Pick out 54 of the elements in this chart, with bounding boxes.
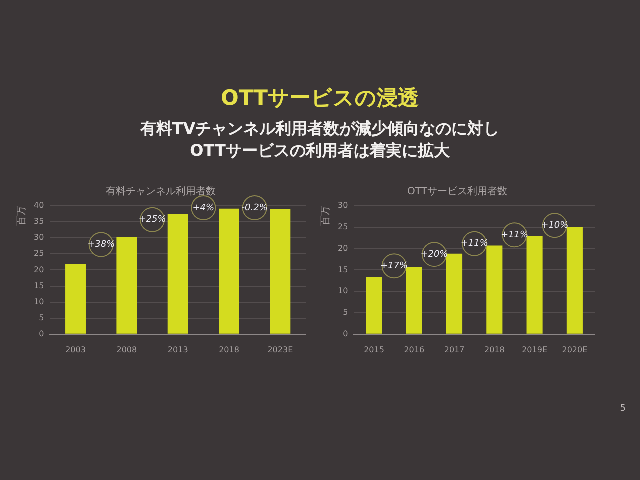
bar: [486, 246, 503, 334]
x-tick-label: 2015: [364, 345, 384, 354]
x-tick-label: 2003: [66, 345, 86, 354]
text: OTTサービスの浸透: [220, 85, 420, 112]
annotation: -0.2%: [242, 203, 268, 214]
x-tick-label: 2013: [168, 345, 188, 354]
y-tick-label: 5: [343, 308, 348, 318]
x-tick-label: 2019E: [522, 345, 548, 354]
y-tick-label: 30: [338, 201, 348, 210]
bar: [219, 208, 240, 334]
annotation: +20%: [420, 250, 448, 260]
y-tick-label: 35: [34, 217, 44, 226]
y-tick-label: 10: [338, 286, 348, 296]
annotation: +10%: [541, 221, 569, 232]
bar: [168, 214, 188, 334]
y-axis-title: 百万: [16, 206, 28, 226]
y-tick-label: 15: [34, 281, 44, 290]
bar: [526, 236, 543, 334]
y-tick-label: 25: [34, 249, 44, 258]
chart-title: OTTサービス利用者数: [408, 186, 508, 198]
x-tick-label: 2018: [219, 345, 240, 354]
y-tick-label: 40: [34, 201, 44, 210]
y-tick-label: 15: [338, 265, 348, 274]
y-tick-label: 10: [34, 297, 44, 306]
y-axis-title: 百万: [320, 206, 332, 226]
bar: [406, 267, 422, 334]
text: 5: [620, 404, 626, 414]
bar: [366, 277, 382, 334]
text: 有料TVチャンネル利用者数が減少傾向なのに対し OTTサービスの利用者は着実に拡大: [139, 118, 501, 162]
bar: [566, 226, 583, 334]
bar: [116, 237, 138, 334]
annotation: +11%: [500, 230, 528, 240]
x-tick-label: 2020E: [562, 345, 588, 354]
y-tick-label: 0: [343, 329, 348, 338]
y-tick-label: 5: [39, 313, 44, 322]
x-tick-label: 2016: [404, 345, 425, 354]
x-tick-label: 2018: [484, 345, 505, 354]
x-tick-label: 2017: [444, 345, 465, 354]
x-tick-label: 2008: [116, 345, 138, 354]
annotation: +4%: [192, 203, 215, 214]
annotation: +38%: [88, 240, 116, 250]
annotation: +17%: [380, 261, 408, 272]
chart-title: 有料チャンネル利用者数: [106, 186, 216, 198]
annotation: +11%: [460, 239, 488, 250]
y-tick-label: 0: [39, 329, 44, 338]
x-tick-label: 2023E: [268, 345, 294, 354]
bar: [446, 254, 463, 334]
annotation: +25%: [138, 215, 166, 226]
bar: [270, 209, 291, 334]
y-tick-label: 30: [34, 233, 44, 242]
y-tick-label: 20: [34, 265, 44, 274]
bar: [66, 264, 86, 334]
y-tick-label: 25: [338, 222, 348, 232]
y-tick-label: 20: [338, 244, 348, 253]
